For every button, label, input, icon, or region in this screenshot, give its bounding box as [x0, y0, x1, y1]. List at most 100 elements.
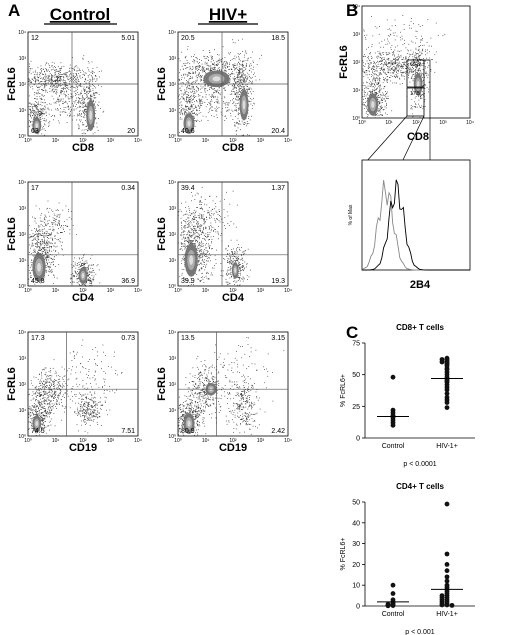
y-tick-label: 10⁰ — [168, 284, 176, 290]
quadrant-lower-left: 39.9 — [181, 278, 195, 285]
histogram-y-axis-label: % of Max — [348, 204, 354, 225]
quadrant-lower-left: 45.8 — [31, 278, 45, 285]
quadrant-upper-right: 0.73 — [121, 335, 135, 342]
x-tick-label: 10⁴ — [134, 138, 142, 144]
y-tick-label: 10¹ — [169, 408, 177, 414]
x-tick-label: 10³ — [257, 138, 265, 144]
plot-frame — [177, 331, 289, 437]
quadrant-lower-left: 63 — [31, 128, 39, 135]
quadrant-upper-right: 5.01 — [121, 35, 135, 42]
event-cloud-2 — [32, 200, 77, 248]
event-cloud-2 — [178, 186, 238, 252]
y-tick-label: 10⁴ — [18, 30, 26, 36]
y-tick-label: 10¹ — [353, 88, 361, 94]
y-tick-label: 10¹ — [169, 108, 177, 114]
quadrant-lower-right: 2.42 — [271, 428, 285, 435]
quadrant-upper-left: 17.3 — [31, 335, 45, 342]
x-tick-label: 10⁰ — [358, 120, 366, 126]
data-point — [439, 359, 445, 365]
data-point — [385, 603, 391, 609]
data-point — [390, 591, 396, 596]
x-axis-label: CD4 — [72, 292, 95, 304]
chart-title: CD8+ T cells — [396, 323, 444, 332]
panel-b-cloud-high — [363, 15, 446, 54]
x-tick-label: 10² — [79, 288, 87, 294]
x-tick-label: 10³ — [107, 288, 115, 294]
data-point — [444, 602, 450, 608]
data-point — [390, 603, 396, 608]
x-tick-label: 10² — [229, 138, 237, 144]
y-tick-label: 10¹ — [19, 108, 27, 114]
panel-letter-b: B — [346, 1, 358, 20]
y-tick-label: 10⁴ — [168, 30, 176, 36]
y-tick-label: 10⁴ — [168, 330, 176, 336]
density-core-1 — [239, 89, 249, 121]
data-point — [444, 574, 450, 580]
event-cloud-1 — [28, 367, 73, 415]
chart-title: CD4+ T cells — [396, 482, 444, 491]
y-tick-label: 10⁰ — [168, 134, 176, 140]
y-tick-label: 10¹ — [19, 258, 27, 264]
y-tick-label: 10⁴ — [352, 4, 360, 10]
y-axis-label: FcRL6 — [156, 217, 168, 251]
y-tick-label: 10² — [19, 232, 27, 238]
panel-b-dotplot-frame — [361, 5, 471, 119]
y-tick-label: 10⁰ — [18, 284, 26, 290]
x-axis-label: CD4 — [222, 292, 245, 304]
event-cloud-1 — [28, 57, 102, 100]
x-axis-label: CD19 — [219, 442, 247, 454]
y-tick-label: 10 — [352, 583, 360, 590]
y-tick-label: 10² — [169, 82, 177, 88]
y-tick-label: 10³ — [169, 356, 177, 362]
x-tick-label: 10¹ — [52, 288, 60, 294]
x-axis-label: CD8 — [72, 142, 94, 154]
y-tick-label: 10² — [169, 232, 177, 238]
y-tick-label: 10² — [169, 382, 177, 388]
y-tick-label: 10⁰ — [168, 434, 176, 440]
density-core-0 — [184, 243, 198, 277]
density-core-0 — [32, 252, 46, 282]
panel-b-cloud-mid — [362, 44, 437, 88]
data-point — [390, 374, 396, 380]
x-tick-label: 10³ — [107, 438, 115, 444]
y-axis-label: % FcRL6+ — [340, 538, 347, 571]
panel-letter-c: C — [346, 323, 358, 342]
event-cloud-2 — [74, 386, 108, 434]
x-tick-label: 10¹ — [52, 438, 60, 444]
quadrant-lower-right: 20 — [127, 128, 135, 135]
x-tick-label: 10² — [229, 438, 237, 444]
column-header-control: Control — [50, 5, 110, 24]
event-cloud-3 — [36, 74, 93, 125]
gate-lower-value: 17.5 — [410, 91, 420, 97]
quadrant-upper-left: 20.5 — [181, 35, 195, 42]
column-header-hiv: HIV+ — [209, 5, 247, 24]
y-tick-label: 10² — [19, 82, 27, 88]
x-category-label: HIV-1+ — [436, 443, 458, 450]
x-tick-label: 10¹ — [52, 138, 60, 144]
x-tick-label: 10¹ — [202, 438, 210, 444]
data-point — [390, 582, 396, 588]
panel-letter-a: A — [8, 1, 20, 20]
zoom-connector-left — [365, 115, 408, 163]
gate-upper — [406, 59, 425, 88]
y-axis-label: FcRL6 — [156, 67, 168, 101]
data-point — [444, 400, 450, 405]
x-tick-label: 10² — [79, 438, 87, 444]
event-cloud-3 — [47, 339, 123, 425]
x-tick-label: 10¹ — [202, 138, 210, 144]
histogram-frame — [361, 159, 471, 271]
y-axis-label: FcRL6 — [6, 67, 18, 101]
quadrant-lower-right: 19.3 — [271, 278, 285, 285]
x-tick-label: 10³ — [257, 288, 265, 294]
y-tick-label: 10¹ — [19, 408, 27, 414]
x-tick-label: 10⁰ — [174, 288, 182, 294]
density-core-0 — [32, 415, 42, 432]
x-tick-label: 10⁴ — [134, 438, 142, 444]
panel-c: CD8+ T cells 0 25 50 75 % FcRL6+ Control HIV-1+… — [340, 323, 475, 635]
quadrant-upper-right: 3.15 — [271, 335, 285, 342]
